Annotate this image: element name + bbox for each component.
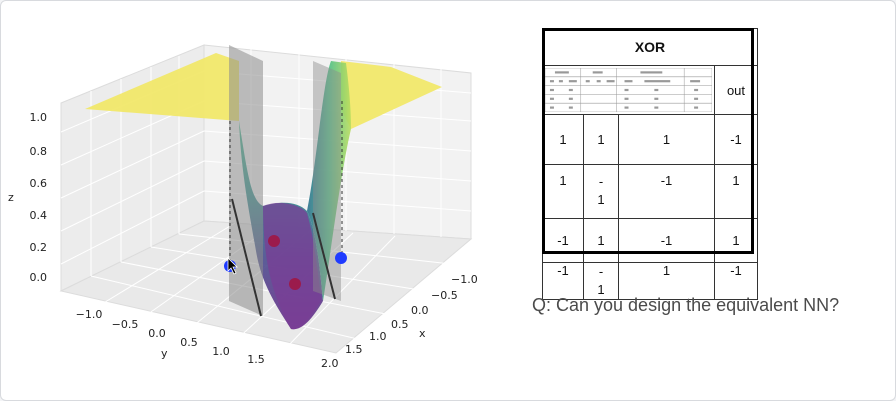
cell-part: -	[598, 264, 604, 279]
cell: -1	[714, 114, 758, 165]
cell: -1	[583, 262, 619, 300]
cell: 1	[714, 218, 758, 263]
z-tick: 1.0	[30, 111, 48, 124]
z-tick: 0.0	[30, 271, 48, 284]
data-point-blue-right	[335, 252, 347, 264]
x-tick: −0.5	[431, 289, 458, 302]
plane-left-edge	[231, 198, 262, 317]
data-point-red-lower	[289, 278, 301, 290]
cell-part: 1	[597, 192, 605, 207]
embedded-mini-table	[542, 65, 715, 115]
z-tick: 0.6	[30, 177, 48, 190]
x-tick: 0.0	[411, 304, 429, 317]
table-row: 1 -1 -1 1	[542, 164, 758, 219]
xor-table: XOR	[542, 28, 758, 300]
cell: -1	[618, 218, 715, 263]
y-tick: 1.0	[212, 345, 230, 358]
y-tick: −1.0	[76, 308, 103, 321]
cell: -1	[542, 218, 584, 263]
out-header: out	[714, 65, 758, 115]
plane-right-edge	[312, 212, 336, 300]
z-tick: 0.2	[30, 241, 48, 254]
mouse-cursor-icon	[227, 257, 238, 275]
x-axis-label: x	[419, 327, 426, 340]
x-tick: −1.0	[451, 273, 478, 286]
x-tick: 0.5	[391, 318, 409, 331]
y-tick: 1.5	[247, 353, 265, 366]
x-tick: 1.5	[345, 343, 363, 356]
y-tick: 0.5	[180, 336, 198, 349]
cell: 1	[583, 218, 619, 263]
y-tick: 0.0	[148, 327, 166, 340]
y-axis-label: y	[161, 347, 168, 360]
cell: -1	[618, 164, 715, 219]
decision-plane-left	[229, 45, 263, 316]
z-tick: 0.4	[30, 209, 48, 222]
x-tick: 1.0	[369, 330, 387, 343]
cell: 1	[583, 114, 619, 165]
cell: 1	[542, 164, 584, 219]
mini-table-graphic	[545, 68, 712, 112]
z-tick: 0.8	[30, 145, 48, 158]
x-tick: 2.0	[321, 357, 339, 370]
z-axis-label: z	[8, 191, 14, 204]
surface-valley-bottom	[263, 202, 321, 330]
y-tick: −0.5	[112, 318, 139, 331]
table-header-row: out	[542, 65, 758, 115]
surface-wall-right	[307, 61, 351, 301]
cell-part: 1	[597, 282, 605, 297]
table-row: -1 1 -1 1	[542, 218, 758, 263]
cell-part: -	[598, 174, 604, 189]
cell: 1	[618, 114, 715, 165]
table-title: XOR	[542, 28, 758, 66]
table-row: 1 1 1 -1	[542, 114, 758, 165]
surface-plateau-left	[85, 53, 239, 121]
cell: -1	[583, 164, 619, 219]
cell: 1	[542, 114, 584, 165]
cell: -1	[714, 262, 758, 300]
table-row: -1 -1 1 -1	[542, 262, 758, 300]
cell: 1	[618, 262, 715, 300]
question-text: Q: Can you design the equivalent NN?	[532, 295, 840, 315]
3d-surface-plot: 0.0 0.2 0.4 0.6 0.8 1.0 z −1.0 −0.5 0.0 …	[8, 44, 478, 370]
surface-plateau-right	[341, 61, 442, 129]
data-point-red-upper	[268, 235, 280, 247]
cell: -1	[542, 262, 584, 300]
cell: 1	[714, 164, 758, 219]
